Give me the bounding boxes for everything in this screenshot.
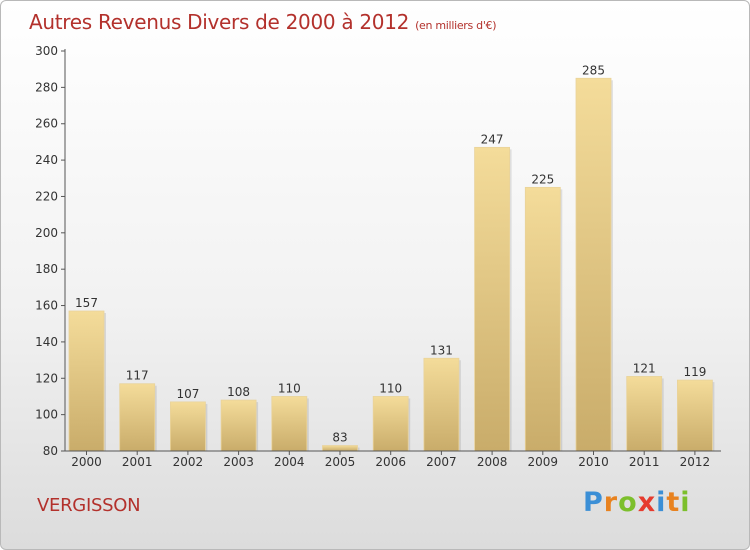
x-tick-label-2001: 2001 bbox=[122, 455, 153, 469]
axes-group bbox=[61, 49, 721, 455]
value-label-2011: 121 bbox=[633, 361, 656, 375]
value-label-2012: 119 bbox=[683, 365, 706, 379]
value-label-2009: 225 bbox=[531, 172, 554, 186]
y-tick-label-160: 160 bbox=[35, 299, 58, 313]
x-tick-label-2009: 2009 bbox=[528, 455, 559, 469]
y-tick-label-140: 140 bbox=[35, 335, 58, 349]
x-tick-label-2007: 2007 bbox=[426, 455, 457, 469]
labels-group: 157 2000 117 2001 107 2002 108 2003 110 2004 83 200… bbox=[35, 44, 710, 469]
logo-letter: x bbox=[637, 487, 657, 518]
bar-2008 bbox=[474, 146, 511, 452]
value-label-2008: 247 bbox=[481, 132, 504, 146]
logo-letter: o bbox=[618, 487, 638, 518]
x-tick-label-2006: 2006 bbox=[375, 455, 406, 469]
y-tick-label-180: 180 bbox=[35, 262, 58, 276]
x-tick-label-2003: 2003 bbox=[223, 455, 254, 469]
chart-subtitle: (en milliers d'€) bbox=[415, 19, 497, 32]
y-tick-label-260: 260 bbox=[35, 117, 58, 131]
bar-2007 bbox=[423, 357, 460, 452]
value-label-2007: 131 bbox=[430, 343, 453, 357]
y-tick-label-80: 80 bbox=[43, 444, 58, 458]
bar-2005 bbox=[322, 445, 358, 452]
logo-letter: t bbox=[666, 487, 681, 518]
bar-2011 bbox=[626, 376, 663, 452]
x-tick-label-2008: 2008 bbox=[477, 455, 508, 469]
bar-2012 bbox=[677, 379, 713, 452]
value-label-2006: 110 bbox=[379, 381, 402, 395]
logo-letter: P bbox=[583, 487, 604, 518]
logo-letter: i bbox=[656, 487, 667, 518]
bar-2003 bbox=[220, 399, 257, 452]
bar-2009 bbox=[524, 186, 561, 452]
value-label-2003: 108 bbox=[227, 385, 250, 399]
x-tick-label-2010: 2010 bbox=[578, 455, 609, 469]
x-tick-label-2004: 2004 bbox=[274, 455, 305, 469]
x-tick-label-2002: 2002 bbox=[173, 455, 204, 469]
bar-2010 bbox=[575, 77, 612, 452]
x-tick-label-2000: 2000 bbox=[71, 455, 102, 469]
logo-letter: i bbox=[680, 487, 691, 518]
x-tick-label-2005: 2005 bbox=[325, 455, 356, 469]
x-tick-label-2011: 2011 bbox=[629, 455, 660, 469]
value-label-2005: 83 bbox=[332, 431, 347, 445]
value-label-2010: 285 bbox=[582, 63, 605, 77]
proxiti-logo[interactable]: Proxiti bbox=[583, 487, 691, 518]
y-tick-label-200: 200 bbox=[35, 226, 58, 240]
bars-group bbox=[68, 77, 715, 452]
y-tick-label-240: 240 bbox=[35, 153, 58, 167]
chart-title: Autres Revenus Divers de 2000 à 2012 (en … bbox=[29, 10, 497, 34]
y-tick-label-120: 120 bbox=[35, 371, 58, 385]
bar-2000 bbox=[68, 310, 105, 452]
town-name: VERGISSON bbox=[37, 495, 141, 516]
logo-letter: r bbox=[603, 487, 619, 518]
value-label-2001: 117 bbox=[126, 369, 149, 383]
y-tick-label-220: 220 bbox=[35, 189, 58, 203]
chart-title-text: Autres Revenus Divers de 2000 à 2012 bbox=[29, 10, 410, 34]
y-tick-label-100: 100 bbox=[35, 408, 58, 422]
bar-2006 bbox=[372, 396, 409, 452]
bar-2001 bbox=[119, 383, 156, 452]
value-label-2000: 157 bbox=[75, 296, 98, 310]
x-tick-label-2012: 2012 bbox=[680, 455, 711, 469]
value-label-2002: 107 bbox=[176, 387, 199, 401]
bar-2004 bbox=[271, 396, 308, 452]
y-tick-label-300: 300 bbox=[35, 44, 58, 58]
bar-2002 bbox=[169, 401, 206, 452]
y-tick-label-280: 280 bbox=[35, 80, 58, 94]
value-label-2004: 110 bbox=[278, 381, 301, 395]
